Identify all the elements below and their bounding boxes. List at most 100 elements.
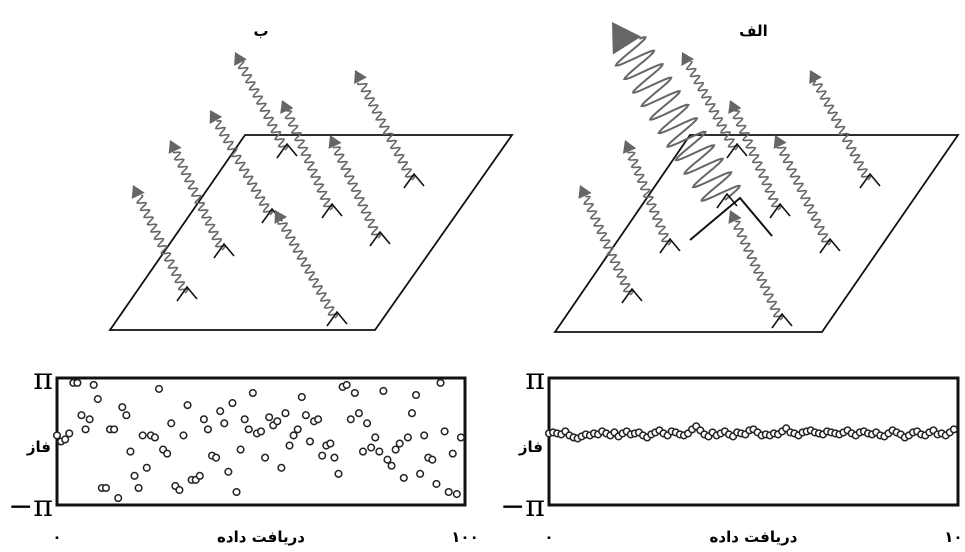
arrow-head (681, 52, 695, 66)
y-tick-label: π (33, 362, 53, 397)
chart-title: الف (739, 22, 768, 40)
data-point (391, 445, 400, 454)
data-point (265, 413, 274, 422)
arrow-head (280, 100, 294, 114)
plane (553, 134, 960, 333)
data-point (150, 433, 159, 442)
hook (403, 172, 425, 189)
hook (689, 196, 773, 241)
x-axis-label: دریافت داده (217, 528, 305, 546)
data-point (101, 483, 111, 493)
planes (108, 134, 960, 333)
data-point (248, 388, 257, 398)
hook (659, 237, 681, 254)
arrow-head (773, 135, 787, 149)
data-point (428, 455, 437, 464)
data-point (403, 433, 412, 442)
data-point (65, 429, 74, 438)
data-point (236, 445, 245, 454)
y-tick-label: π (525, 362, 545, 397)
arrow-head (578, 185, 592, 199)
data-point (436, 378, 445, 387)
waves (131, 22, 881, 329)
wave (172, 151, 226, 251)
hook (321, 202, 343, 219)
data-point (277, 463, 286, 472)
data-point (61, 435, 70, 444)
wave (685, 60, 739, 151)
data-point (195, 471, 204, 480)
data-point (175, 485, 184, 495)
plane (108, 134, 514, 331)
x-tick-label: ۰ (544, 528, 553, 546)
data-point (411, 390, 421, 400)
data-point (179, 431, 188, 440)
data-point (395, 439, 404, 448)
data-point (407, 409, 417, 418)
data-point (289, 431, 298, 440)
data-point (224, 467, 233, 476)
data-point (367, 443, 376, 452)
x-tick-label: ۱۰۰ (944, 528, 965, 546)
data-point (305, 437, 315, 446)
data-point (163, 449, 172, 458)
data-point (256, 427, 266, 436)
chart-title: ب (253, 22, 268, 40)
y-axis-label: فاز (26, 438, 51, 456)
arrow-head (612, 22, 642, 55)
wave (583, 195, 634, 296)
data-point (420, 431, 429, 440)
arrow-head (354, 70, 367, 84)
data-point (142, 463, 151, 472)
arrow-head (274, 210, 288, 224)
data-point (281, 409, 290, 418)
wave (812, 80, 872, 181)
arrow-head (234, 52, 247, 66)
hook (276, 142, 298, 159)
data-point (334, 469, 343, 478)
data-point (167, 419, 176, 428)
wave (135, 194, 189, 294)
data-point (73, 378, 82, 387)
data-point (346, 415, 355, 424)
data-point (240, 415, 249, 424)
hook (726, 142, 748, 159)
hook (369, 230, 391, 247)
arrow-head (168, 140, 182, 154)
data-point (244, 425, 253, 434)
data-point (89, 380, 98, 389)
hook (176, 285, 198, 302)
data-point (52, 431, 62, 440)
wave (214, 119, 274, 216)
data-point (440, 427, 449, 436)
data-point (358, 447, 368, 456)
data-point (199, 415, 208, 424)
data-point (383, 455, 392, 464)
plot-frame (547, 376, 960, 507)
x-tick-label: ۰ (52, 528, 61, 546)
plot-frame (55, 376, 467, 507)
data-point (448, 449, 457, 458)
data-point (297, 392, 306, 402)
data-point (203, 425, 213, 434)
wave (776, 146, 832, 246)
data-point (375, 447, 384, 456)
wave (732, 109, 783, 211)
hook (819, 237, 841, 254)
wave (284, 109, 335, 211)
data-point (285, 441, 294, 450)
x-axis-label: دریافت داده (710, 528, 798, 546)
data-point (432, 479, 441, 488)
arrow-head (728, 100, 742, 114)
wave (277, 222, 339, 319)
data-point (81, 425, 90, 434)
data-point (318, 451, 327, 460)
data-point (416, 469, 425, 478)
hook (769, 202, 791, 219)
data-point (134, 483, 143, 493)
data-point (371, 433, 380, 442)
data-point (212, 453, 221, 462)
wave (356, 82, 416, 181)
data-point (949, 425, 958, 434)
